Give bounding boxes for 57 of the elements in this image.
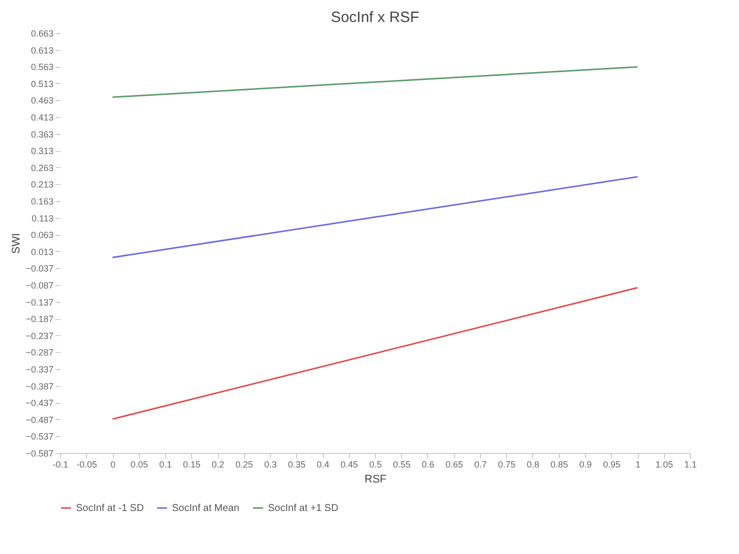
x-tick-label: 0.25 [235, 460, 254, 470]
y-tick-label: −0.537 [26, 432, 54, 442]
x-tick-label: 0.5 [369, 460, 382, 470]
x-tick-label: 1.1 [684, 460, 697, 470]
y-tick-label: 0.663 [30, 28, 54, 38]
x-tick-label: 0.85 [550, 460, 568, 470]
y-tick-label: 0.213 [30, 180, 54, 190]
x-tick-label: 0.95 [602, 460, 621, 470]
legend-label: SocInf at -1 SD [76, 503, 144, 514]
x-tick-label: 0.65 [445, 460, 464, 470]
y-tick-label: 0.263 [30, 162, 54, 173]
y-tick-label: 0.363 [30, 129, 54, 140]
y-tick-label: 0.313 [30, 146, 54, 156]
y-tick-label: −0.037 [26, 264, 54, 274]
y-tick-label: −0.337 [26, 364, 54, 374]
y-axis-title: SWI [10, 233, 23, 254]
legend-label: SocInf at Mean [172, 503, 240, 514]
x-tick-label: 1 [635, 460, 641, 470]
y-tick-label: 0.163 [30, 196, 54, 206]
y-tick-label: 0.063 [30, 230, 54, 240]
y-tick-label: −0.087 [26, 280, 54, 290]
x-tick-label: 0.4 [316, 460, 330, 470]
y-tick-label: 0.613 [30, 45, 54, 56]
x-tick-label: 0.1 [159, 460, 172, 470]
y-tick-label: 0.113 [32, 213, 54, 224]
x-tick-label: 0.35 [288, 460, 306, 470]
y-tick-label: −0.137 [26, 297, 54, 308]
y-tick-label: −0.587 [26, 448, 54, 458]
y-tick-label: 0.413 [30, 112, 54, 122]
x-tick-label: 0.2 [212, 460, 224, 470]
y-tick-label: 0.013 [30, 246, 54, 257]
y-tick-label: −0.437 [26, 398, 54, 408]
y-tick-label: −0.237 [26, 330, 54, 341]
y-tick-label: −0.387 [26, 381, 54, 392]
x-tick-label: 0.3 [264, 460, 277, 470]
x-axis-title: RSF [364, 474, 387, 486]
chart-title: SocInf x RSF [330, 9, 420, 26]
x-tick-label: 0.9 [579, 460, 592, 470]
x-tick-label: 0.7 [474, 460, 487, 470]
y-tick-label: 0.513 [30, 78, 54, 89]
x-tick-label: 0.75 [498, 460, 516, 470]
x-tick-label: 0.45 [340, 460, 358, 470]
legend-label: SocInf at +1 SD [268, 503, 338, 514]
y-tick-label: 0.463 [30, 96, 54, 106]
x-tick-label: -0.1 [52, 460, 68, 470]
y-tick-label: 0.563 [30, 62, 54, 72]
x-tick-label: 0 [110, 460, 116, 470]
x-tick-label: 0.15 [182, 460, 201, 470]
x-tick-label: 0.6 [422, 460, 434, 470]
x-tick-label: 0.8 [526, 460, 540, 470]
y-tick-label: −0.487 [26, 414, 54, 425]
x-tick-label: 0.55 [392, 460, 411, 470]
y-tick-label: −0.287 [26, 348, 54, 358]
x-tick-label: -0.05 [76, 460, 98, 470]
x-tick-label: 1.05 [655, 460, 674, 470]
x-tick-label: 0.05 [130, 460, 148, 470]
y-tick-label: −0.187 [26, 314, 54, 324]
